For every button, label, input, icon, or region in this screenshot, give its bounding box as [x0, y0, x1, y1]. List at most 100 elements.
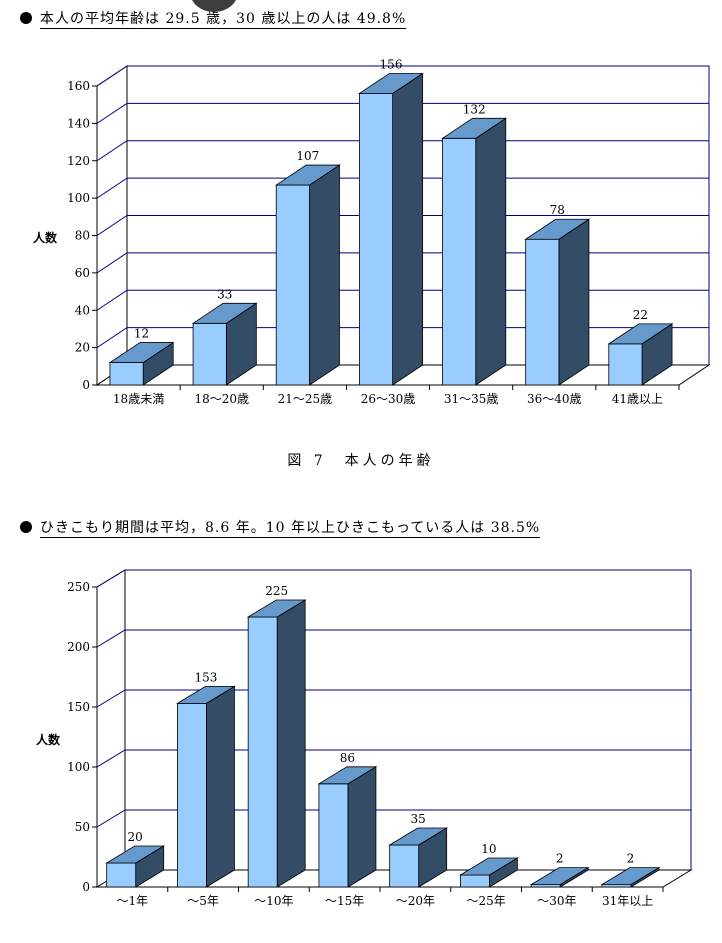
bar-top: [358, 73, 424, 94]
data-label: 35: [411, 812, 426, 826]
age-bar-chart: 0 20 40 60 80 100 120 140 160 人数 12 18歳未満 33 18～20歳 10…: [33, 57, 711, 406]
bar-front: [389, 844, 420, 888]
bar-top: [524, 218, 591, 240]
y-tick-label: 140: [67, 116, 90, 130]
bar-front: [247, 616, 278, 888]
y-tick-label: 0: [82, 378, 90, 392]
y-tick-label: 250: [67, 580, 90, 594]
x-tick-label: 18歳未満: [113, 392, 164, 406]
bar-front: [460, 874, 490, 888]
bar-front: [177, 702, 207, 888]
period-heading: ひきこもり期間は平均，8.6 年。10 年以上ひきこもっている人は 38.5%: [20, 517, 541, 538]
gridline: [96, 102, 709, 124]
bar-top: [317, 766, 378, 785]
bar-1-6: [607, 323, 674, 386]
data-label: 132: [463, 102, 486, 116]
age-heading-text: 本人の平均年齢は 29.5 歳，30 歳以上の人は 49.8%: [40, 11, 407, 29]
y-tick-label: 20: [75, 341, 90, 355]
x-tick-label: 31年以上: [602, 894, 653, 908]
y-tick-label: 100: [67, 760, 90, 774]
bar-top: [458, 857, 519, 876]
bar-top: [105, 845, 166, 864]
age-heading: 本人の平均年齢は 29.5 歳，30 歳以上の人は 49.8%: [20, 8, 407, 29]
bar-front: [525, 238, 560, 386]
y-tick-label: 80: [75, 229, 90, 243]
data-label: 153: [194, 670, 217, 684]
bar-top: [388, 827, 449, 846]
x-tick-label: ～30年: [537, 894, 576, 908]
y-tick-label: 40: [75, 303, 90, 317]
data-label: 107: [296, 149, 319, 163]
data-label: 12: [134, 327, 149, 341]
gridline: [96, 140, 709, 162]
bar-2-4: [388, 827, 449, 888]
y-tick-label: 60: [75, 266, 90, 280]
y-tick-label: 100: [67, 191, 90, 205]
period-heading-text: ひきこもり期間は平均，8.6 年。10 年以上ひきこもっている人は 38.5%: [40, 520, 541, 538]
bar-1-0: [108, 341, 175, 386]
bar-front: [318, 783, 349, 888]
gridline: [96, 629, 691, 648]
x-tick-label: 26～30歳: [361, 392, 416, 406]
y-axis-label: 人数: [33, 230, 58, 245]
y-tick-label: 120: [67, 154, 90, 168]
gridline: [96, 327, 709, 349]
gridline: [96, 252, 709, 274]
data-label: 225: [265, 584, 288, 598]
bar-front: [442, 137, 477, 386]
y-tick-label: 200: [67, 640, 90, 654]
bar-top: [529, 867, 590, 885]
gridline: [96, 65, 709, 87]
gridline: [96, 289, 709, 311]
gridline: [96, 215, 709, 236]
bar-top: [108, 342, 175, 363]
data-label: 78: [550, 203, 565, 217]
bar-side: [206, 685, 235, 888]
bar-top: [175, 686, 236, 704]
gridline: [96, 177, 709, 199]
bar-2-0: [105, 845, 166, 888]
bar-top: [191, 302, 258, 324]
bar-front: [608, 343, 643, 386]
bar-top: [600, 867, 661, 885]
bar-2-3: [317, 766, 378, 888]
x-tick-label: ～10年: [254, 894, 293, 908]
x-tick-label: 31～35歳: [444, 392, 499, 406]
data-label: 2: [627, 852, 635, 866]
x-tick-label: ～5年: [187, 894, 219, 908]
data-label: 2: [556, 852, 564, 866]
gridline: [96, 749, 691, 768]
figure-caption: 図 7 本人の年齢: [287, 453, 435, 469]
bar-top: [441, 117, 508, 139]
x-tick-label: 18～20歳: [194, 392, 249, 406]
bar-front: [275, 184, 310, 386]
data-label: 156: [380, 57, 403, 71]
x-tick-label: ～15年: [325, 894, 364, 908]
y-tick-label: 150: [67, 700, 90, 714]
x-tick-label: 41歳以上: [612, 392, 663, 406]
bar-top: [607, 323, 674, 345]
bullet-icon: [20, 12, 32, 24]
y-tick-label: 50: [75, 820, 90, 834]
bar-1-5: [524, 218, 591, 386]
y-tick-label: 160: [67, 79, 90, 93]
x-tick-label: ～1年: [117, 894, 149, 908]
bar-2-7: [600, 866, 661, 888]
data-label: 22: [633, 308, 648, 322]
x-tick-label: 36～40歳: [527, 392, 582, 406]
bar-1-1: [191, 302, 258, 386]
bar-2-6: [529, 866, 590, 888]
y-tick-label: 0: [82, 880, 90, 894]
x-tick-label: ～25年: [466, 894, 505, 908]
bar-1-3: [358, 72, 424, 386]
gridline: [96, 809, 691, 828]
bar-2-1: [175, 685, 236, 888]
bar-1-2: [274, 164, 341, 386]
bar-top: [274, 164, 341, 186]
bar-front: [192, 322, 227, 386]
bar-side: [347, 766, 377, 888]
bar-side: [276, 599, 306, 888]
y-axis-label: 人数: [36, 732, 61, 747]
bar-2-2: [246, 599, 307, 888]
